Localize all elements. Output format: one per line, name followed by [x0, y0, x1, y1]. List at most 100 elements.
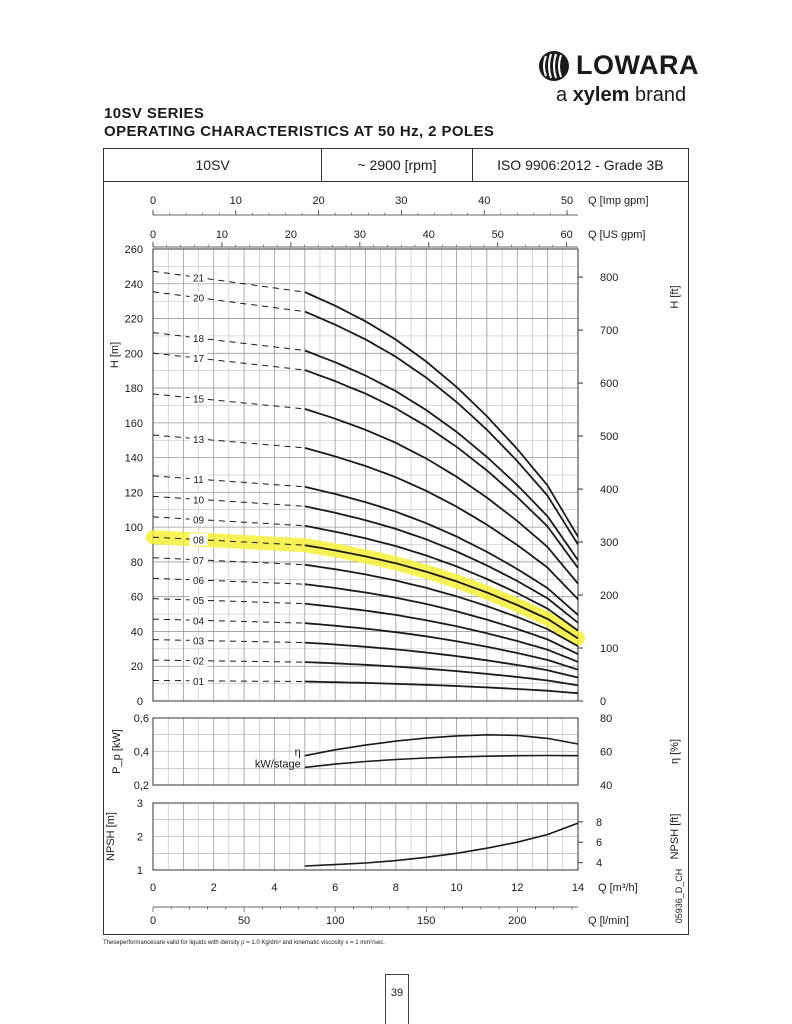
curve-06 [304, 583, 579, 655]
model-cell: 10SV [104, 149, 323, 181]
imp-gpm-axis-tick-label: 50 [561, 195, 573, 207]
curve-label-04: 04 [193, 616, 205, 627]
us-gpm-axis-tick-label: 50 [492, 229, 504, 241]
curve-label-bg [189, 392, 208, 405]
npsh-ft-axis-label: NPSH [ft] [669, 814, 681, 860]
us-gpm-axis-tick-label: 0 [150, 229, 156, 241]
pp-tick-label: 0,2 [134, 780, 149, 792]
curve-label-bg [189, 331, 208, 344]
q-lmin-tick-label: 150 [417, 915, 435, 927]
curve-07-dashed [152, 557, 305, 566]
curve-label-bg [189, 352, 208, 365]
curve-label-bg [189, 493, 208, 506]
curve-02 [304, 661, 579, 687]
pp-axis-label: P_p [kW] [111, 729, 123, 774]
h-ft-tick-label: 0 [600, 696, 606, 708]
h-m-tick-label: 20 [131, 661, 143, 673]
npsh-ft-tick-label: 6 [596, 837, 602, 849]
label-power: kW/stage [255, 758, 301, 770]
brand-tagline: a xylem brand [556, 84, 687, 106]
curve-13-dashed [152, 434, 305, 449]
eta-tick-label: 40 [600, 780, 612, 792]
lowara-mark-icon [539, 51, 569, 81]
us-gpm-axis-tick-label: 40 [423, 229, 435, 241]
h-ft-tick-label: 400 [600, 484, 618, 496]
lowara-logo: LOWARA a xylem brand [536, 44, 698, 110]
curve-label-06: 06 [193, 576, 205, 587]
curve-label-bg [189, 594, 208, 607]
curve-label-21: 21 [193, 274, 205, 285]
q-lmin-unit: Q [l/min] [588, 915, 629, 927]
h-m-tick-label: 160 [125, 418, 143, 430]
h-m-tick-label: 260 [125, 244, 143, 256]
label-efficiency: η [295, 747, 301, 759]
curve-label-bg [189, 674, 208, 687]
curve-label-15: 15 [193, 394, 205, 405]
h-m-tick-label: 240 [125, 279, 143, 291]
npsh-m-tick-label: 3 [137, 798, 143, 810]
imp-gpm-axis-tick-label: 0 [150, 195, 156, 207]
curve-label-bg [189, 271, 208, 284]
h-m-axis-label: H [m] [109, 342, 121, 368]
curve-08 [304, 544, 579, 640]
curve-label-bg [189, 513, 208, 526]
curve-09-dashed [152, 516, 305, 527]
curve-label-bg [189, 634, 208, 647]
us-gpm-axis-tick-label: 20 [285, 229, 297, 241]
curve-label-bg [189, 533, 208, 546]
curve-label-bg [189, 574, 208, 587]
curve-label-bg [189, 553, 208, 566]
curve-label-08: 08 [193, 536, 205, 547]
curve-label-13: 13 [193, 435, 205, 446]
h-m-tick-label: 40 [131, 626, 143, 638]
q-m3h-tick-label: 8 [393, 882, 399, 894]
q-lmin-tick-label: 0 [150, 915, 156, 927]
q-m3h-tick-label: 2 [211, 882, 217, 894]
curve-04-dashed [152, 618, 305, 624]
h-m-tick-label: 100 [125, 522, 143, 534]
curve-21 [304, 291, 579, 538]
q-m3h-tick-label: 6 [332, 882, 338, 894]
npsh-m-tick-label: 2 [137, 832, 143, 844]
curve-11 [304, 485, 579, 616]
footnote: Theseperformancesare valid for liquids w… [103, 940, 385, 946]
imp-gpm-axis-tick-label: 20 [312, 195, 324, 207]
h-m-tick-label: 200 [125, 348, 143, 360]
curve-label-20: 20 [193, 294, 205, 305]
curve-17-dashed [152, 352, 305, 371]
curve-03 [304, 641, 579, 679]
drawing-code: 05936_D_CH [674, 869, 684, 924]
q-m3h-tick-label: 14 [572, 882, 584, 894]
curve-18-dashed [152, 332, 305, 351]
curve-03-dashed [152, 639, 305, 644]
eta-tick-label: 80 [600, 713, 612, 725]
curve-power [304, 754, 579, 769]
curve-01-dashed [153, 680, 305, 682]
q-m3h-tick-label: 10 [450, 882, 462, 894]
eta-axis-label: η [%] [669, 739, 681, 764]
h-plot-border [152, 248, 579, 702]
speed-cell: ~ 2900 [rpm] [322, 149, 473, 181]
curve-label-02: 02 [193, 657, 205, 668]
h-m-tick-label: 180 [125, 383, 143, 395]
q-lmin-tick-label: 50 [238, 915, 250, 927]
h-m-tick-label: 0 [137, 696, 143, 708]
page-number: 39 [390, 987, 404, 999]
spec-table: 10SV ~ 2900 [rpm] ISO 9906:2012 - Grade … [103, 148, 689, 182]
npsh-ft-tick-label: 8 [596, 817, 602, 829]
q-m3h-tick-label: 4 [271, 882, 277, 894]
curve-label-03: 03 [193, 637, 205, 648]
page-title: 10SV SERIES [104, 105, 205, 122]
h-ft-tick-label: 600 [600, 378, 618, 390]
us-gpm-axis-tick-label: 10 [216, 229, 228, 241]
curve-11-dashed [152, 475, 305, 488]
h-ft-tick-label: 200 [600, 590, 618, 602]
curve-label-bg [189, 614, 208, 627]
curve-17 [304, 369, 579, 569]
imp-gpm-axis-tick-label: 10 [230, 195, 242, 207]
curve-label-05: 05 [193, 596, 205, 607]
pp-tick-label: 0,6 [134, 713, 149, 725]
curve-label-17: 17 [193, 354, 205, 365]
npsh-m-axis-label: NPSH [m] [105, 812, 117, 861]
curve-20-dashed [152, 291, 305, 313]
